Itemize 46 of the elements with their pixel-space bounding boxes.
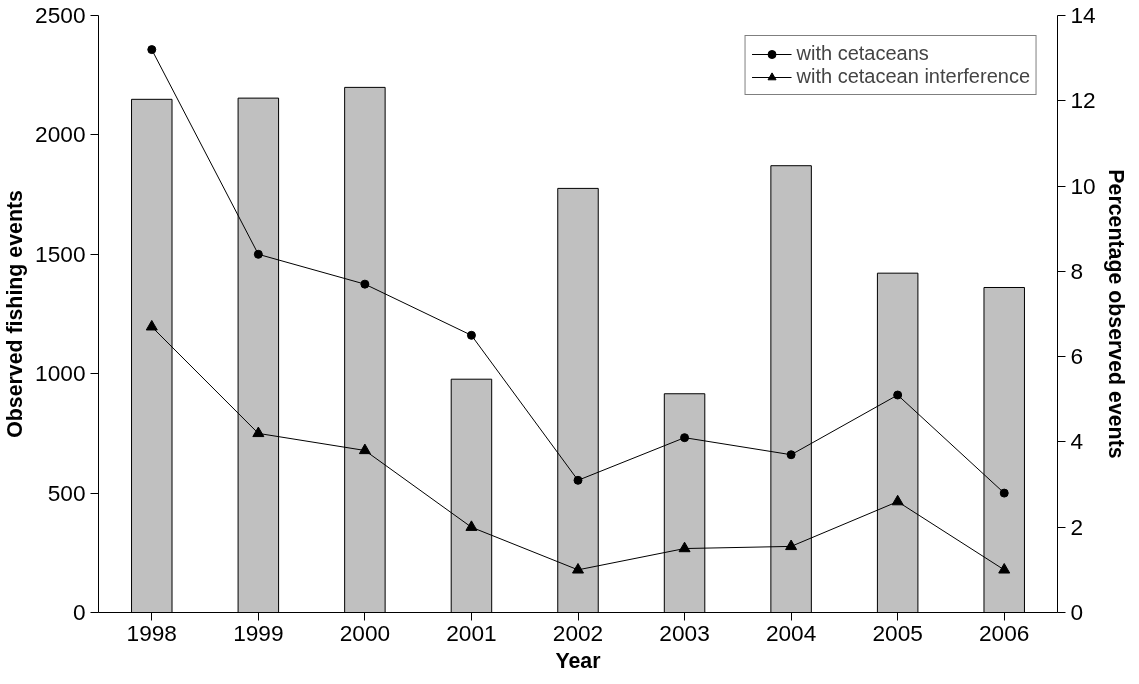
x-axis-title: Year xyxy=(555,648,601,673)
point xyxy=(466,330,476,340)
y-tick-label: 1000 xyxy=(35,360,86,387)
x-tick-label: 2006 xyxy=(979,619,1030,646)
y-tick-label: 0 xyxy=(72,599,86,625)
x-tick-label: 2003 xyxy=(659,619,710,646)
x-tick-label: 2004 xyxy=(765,619,817,646)
y2-tick-label: 12 xyxy=(1070,87,1096,114)
y-tick-label: 1500 xyxy=(35,240,86,267)
y2-tick-label: 10 xyxy=(1070,172,1096,199)
y2-tick-label: 4 xyxy=(1070,428,1084,455)
y2-axis-title: Percentage observed events xyxy=(1103,169,1128,459)
point xyxy=(147,45,157,55)
y-tick-label: 500 xyxy=(47,479,86,506)
point xyxy=(891,494,904,506)
point xyxy=(253,249,263,259)
x-tick-label: 2000 xyxy=(339,619,391,646)
y-tick-label: 2500 xyxy=(35,2,86,28)
point xyxy=(785,539,798,551)
point xyxy=(572,563,584,574)
x-tick-label: 2002 xyxy=(552,619,604,646)
point xyxy=(893,390,903,400)
point xyxy=(145,319,158,331)
point xyxy=(465,520,478,531)
point xyxy=(999,488,1009,498)
y-tick-label: 2000 xyxy=(35,121,86,148)
point xyxy=(360,279,370,289)
point xyxy=(573,475,583,485)
legend-label: with cetacean interference xyxy=(796,65,1030,88)
x-tick-label: 2005 xyxy=(872,619,923,646)
legend-label: with cetaceans xyxy=(796,42,929,65)
x-tick-label: 2001 xyxy=(446,619,497,646)
y2-tick-label: 2 xyxy=(1070,513,1084,540)
point xyxy=(998,563,1011,574)
x-tick-label: 1999 xyxy=(233,619,284,646)
point xyxy=(358,443,371,455)
y2-tick-label: 14 xyxy=(1070,2,1096,28)
point xyxy=(680,433,690,443)
x-tick-label: 1998 xyxy=(126,619,177,646)
y2-tick-label: 0 xyxy=(1070,599,1084,625)
y2-tick-label: 8 xyxy=(1070,257,1084,284)
y2-tick-label: 6 xyxy=(1070,343,1084,370)
point xyxy=(678,541,691,553)
point xyxy=(252,426,265,438)
point xyxy=(786,450,796,460)
y-axis-title: Observed fishing events xyxy=(3,190,28,438)
